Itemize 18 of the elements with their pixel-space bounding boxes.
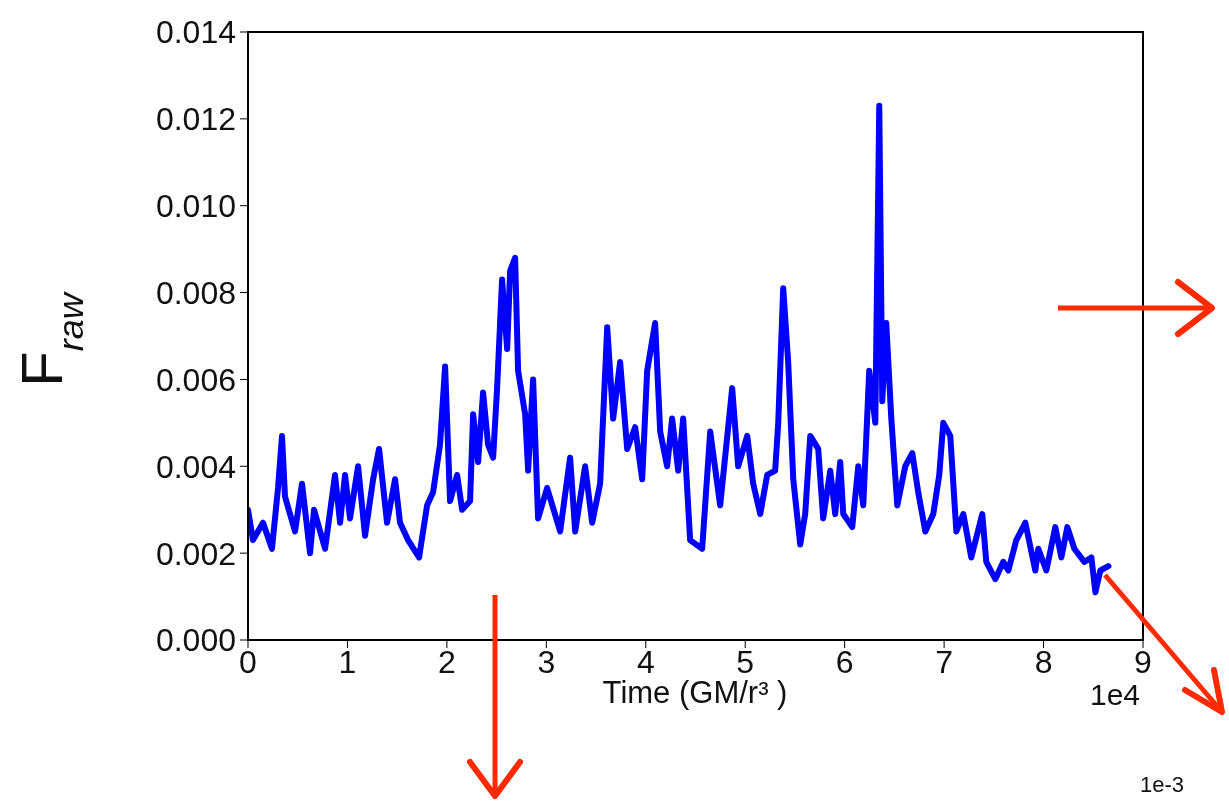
x-tick-label: 9 — [1134, 643, 1152, 680]
y-tick-label: 0.014 — [155, 14, 236, 51]
y-tick-label: 0.006 — [155, 361, 236, 398]
y-tick-label: 0.010 — [155, 188, 236, 225]
x-tick-label: 8 — [1034, 643, 1053, 680]
x-tick-label: 0 — [239, 643, 257, 680]
x-tick-label: 6 — [835, 643, 854, 680]
x-tick-label: 1 — [338, 643, 357, 680]
y-tick-label: 0.000 — [155, 622, 236, 659]
y-tick-label: 0.012 — [155, 101, 236, 138]
x-tick-label: 7 — [935, 643, 954, 680]
y-tick-label: 0.008 — [155, 274, 236, 311]
y-tick-label: 0.004 — [155, 448, 236, 485]
text: 1e4 — [1090, 678, 1141, 712]
y-tick-label: 0.002 — [155, 535, 236, 572]
x-tick-label: 3 — [537, 643, 556, 680]
x-tick-label: 2 — [437, 643, 456, 680]
text: 1e-3 — [1140, 772, 1185, 798]
